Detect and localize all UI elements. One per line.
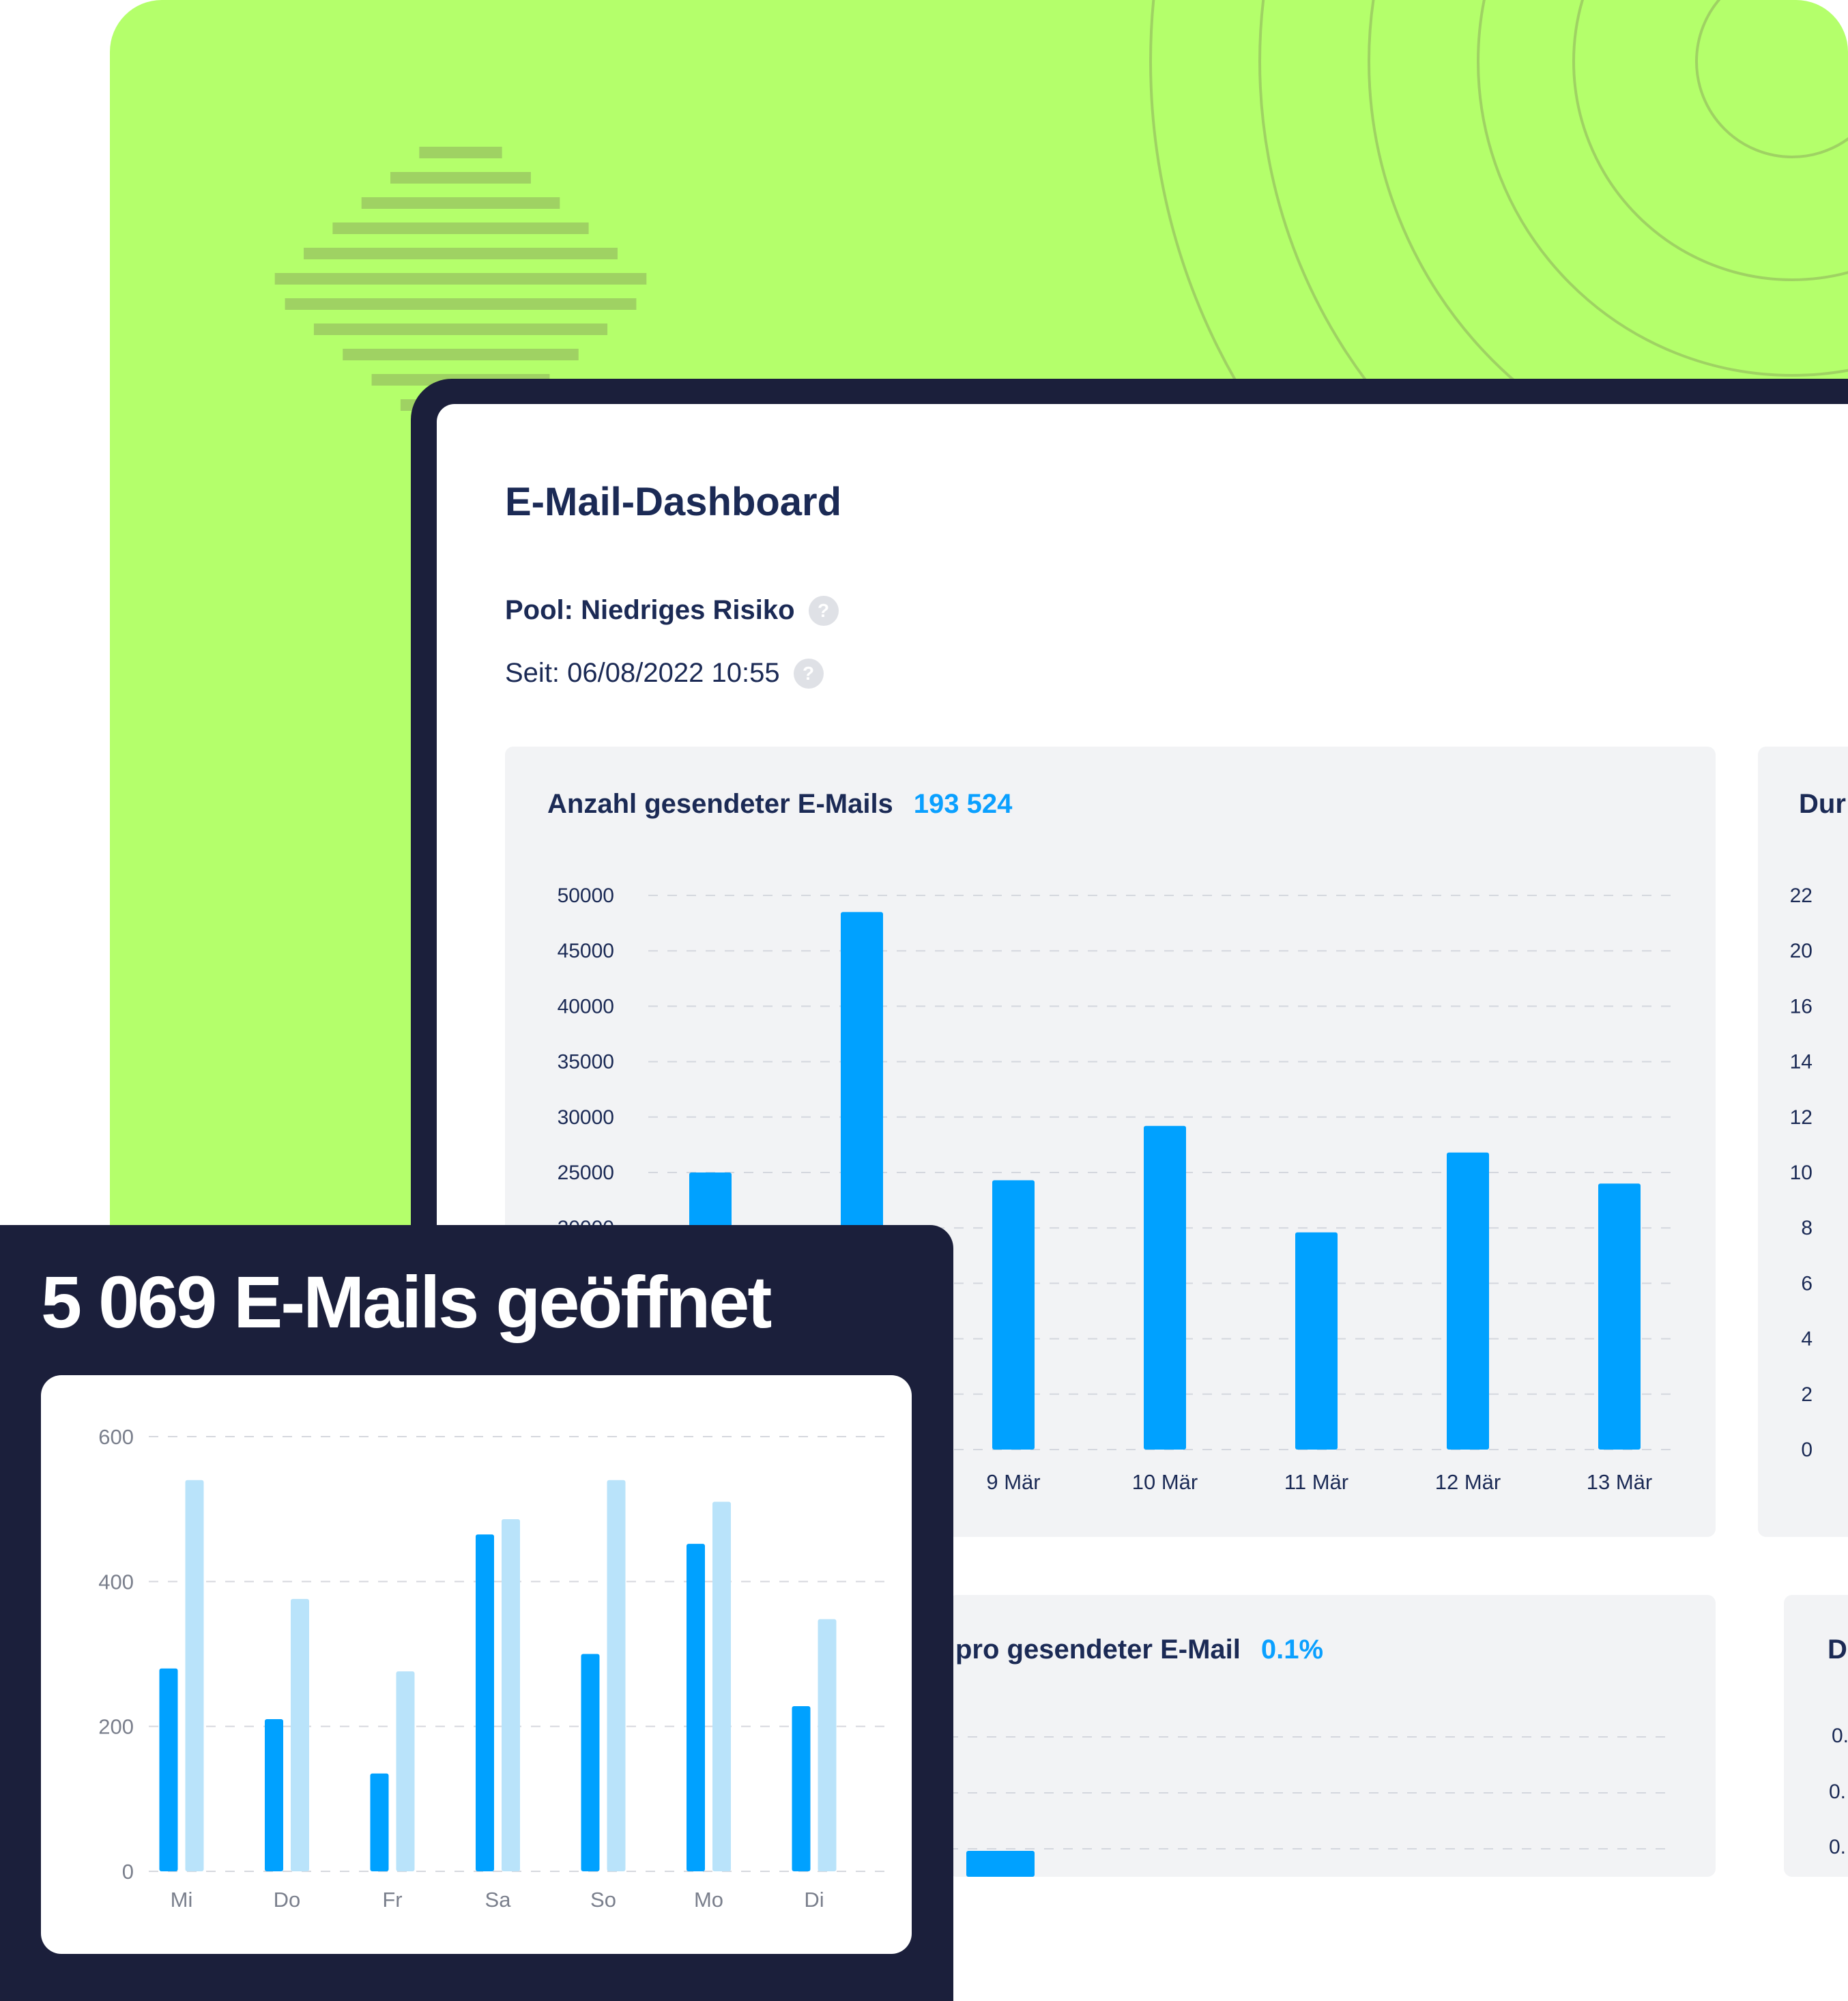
bar <box>265 1719 283 1871</box>
pool-label: Pool: Niedriges Risiko <box>505 595 795 625</box>
card-title: Anzahl gesendeter E-Mails 193 524 <box>547 789 1012 820</box>
opened-emails-overlay: 5 069 E-Mails geöffnet 0 200 400 600 Mi Do Fr S… <box>0 1225 953 2001</box>
stripe <box>285 298 637 310</box>
stripe <box>274 273 647 285</box>
bar <box>1598 1183 1641 1450</box>
y-tick-label: 8 <box>1801 1217 1813 1239</box>
stripe <box>419 147 502 158</box>
y-tick-label: 2 <box>1801 1383 1813 1406</box>
rate-per-email-card: pro gesendeter E-Mail 0.1% <box>949 1595 1716 1877</box>
tick-label: 0. <box>1829 1781 1847 1803</box>
opened-emails-bar-chart: 0 200 400 600 Mi Do Fr Sa So Mo Di <box>98 1425 886 1912</box>
y-tick-label: 4 <box>1801 1328 1813 1351</box>
bar <box>607 1480 626 1871</box>
y-tick-label: 40000 <box>558 995 614 1018</box>
card-title-value: 0.1% <box>1260 1635 1324 1665</box>
y-tick-label: 35000 <box>558 1051 614 1074</box>
y-tick-label: 10 <box>1790 1162 1813 1184</box>
stripe <box>361 197 560 209</box>
x-tick-label: 12 Mär <box>1435 1470 1501 1494</box>
stripe <box>304 248 618 259</box>
pool-info: Pool: Niedriges Risiko ? <box>505 595 839 626</box>
opened-emails-chart-card: 0 200 400 600 Mi Do Fr Sa So Mo Di <box>41 1375 912 1954</box>
overlay-title: 5 069 E-Mails geöffnet <box>41 1261 772 1343</box>
bar <box>992 1180 1035 1450</box>
bar <box>1295 1232 1338 1450</box>
y-tick-label: 30000 <box>558 1106 614 1129</box>
bar <box>1447 1152 1489 1450</box>
duration-chart-axis: 0 2 4 6 8 10 12 14 16 20 22 <box>1790 884 1813 1461</box>
card-title-label: D <box>1828 1635 1847 1665</box>
bar <box>476 1534 494 1871</box>
x-tick-label: 11 Mär <box>1284 1470 1348 1494</box>
y-tick-label: 16 <box>1790 995 1813 1018</box>
x-tick-label: Di <box>804 1888 824 1912</box>
card-title: pro gesendeter E-Mail 0.1% <box>955 1635 1323 1665</box>
x-tick-label: Do <box>274 1888 301 1912</box>
y-tick-label: 20 <box>1790 940 1813 962</box>
y-tick-label: 50000 <box>558 884 614 907</box>
card-title-label: pro gesendeter E-Mail <box>955 1635 1241 1665</box>
bar <box>818 1619 837 1871</box>
bar <box>1144 1125 1186 1450</box>
bottom-right-card: D 0. 0. 0. <box>1784 1595 1848 1877</box>
y-tick-label: 400 <box>98 1570 134 1594</box>
bar <box>966 1851 1035 1877</box>
x-tick-label: Fr <box>382 1888 402 1912</box>
bar <box>712 1501 731 1871</box>
stripe <box>313 323 608 335</box>
bar <box>687 1544 705 1871</box>
x-tick-label: So <box>590 1888 616 1912</box>
x-tick-label: 9 Mär <box>986 1470 1040 1494</box>
tick-label: 0. <box>1829 1836 1847 1858</box>
stripe <box>343 349 579 360</box>
card-title-value: 193 524 <box>913 789 1013 819</box>
bar <box>370 1773 389 1871</box>
y-tick-label: 6 <box>1801 1272 1813 1295</box>
bar <box>185 1480 204 1871</box>
page-title: E-Mail-Dashboard <box>505 480 842 524</box>
y-tick-label: 600 <box>98 1425 134 1449</box>
help-icon[interactable]: ? <box>793 658 824 689</box>
x-tick-label: Sa <box>485 1888 512 1912</box>
card-title-label: Anzahl gesendeter E-Mails <box>547 789 893 819</box>
card-title-label: Dur <box>1799 789 1846 819</box>
rate-per-email-bar-chart <box>949 1736 1672 1877</box>
x-tick-label: 13 Mär <box>1587 1470 1652 1494</box>
since-info: Seit: 06/08/2022 10:55 ? <box>505 658 824 689</box>
y-tick-label: 22 <box>1790 884 1813 907</box>
y-tick-label: 0 <box>122 1860 134 1884</box>
stripe <box>390 172 531 184</box>
bar <box>792 1705 811 1871</box>
y-tick-label: 0 <box>1801 1439 1813 1461</box>
y-tick-label: 14 <box>1790 1051 1813 1074</box>
bar <box>502 1519 520 1871</box>
y-tick-label: 12 <box>1790 1106 1813 1129</box>
x-tick-label: 10 Mär <box>1132 1470 1198 1494</box>
help-icon[interactable]: ? <box>808 595 839 626</box>
bar <box>581 1654 600 1871</box>
tick-label: 0. <box>1832 1725 1848 1747</box>
y-tick-label: 25000 <box>558 1162 614 1184</box>
bar <box>291 1598 309 1871</box>
x-tick-label: Mo <box>694 1888 723 1912</box>
bar <box>159 1668 178 1871</box>
x-tick-label: Mi <box>171 1888 193 1912</box>
y-tick-label: 45000 <box>558 940 614 962</box>
since-label: Seit: 06/08/2022 10:55 <box>505 658 780 688</box>
duration-card: Dur 0 2 4 6 8 10 12 14 16 20 22 <box>1758 747 1848 1537</box>
stripe <box>332 222 589 234</box>
y-tick-label: 200 <box>98 1715 134 1739</box>
bar <box>396 1671 415 1871</box>
